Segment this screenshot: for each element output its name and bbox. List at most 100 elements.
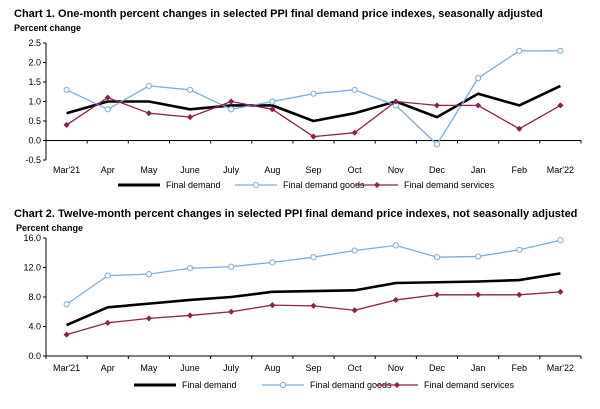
chart-2-final-demand-goods-point: [310, 254, 317, 261]
chart-2-final-demand-line: [66, 272, 561, 327]
chart-2-legend-final-demand-services-marker: [393, 381, 401, 389]
chart-2-final-demand-services-line: [66, 291, 561, 336]
chart-2-final-demand-services-point: [228, 308, 235, 315]
chart-1: Chart 1. One-month percent changes in se…: [14, 8, 582, 190]
chart-2-final-demand-goods-point: [475, 253, 482, 260]
chart-1-final-demand-goods-point: [145, 82, 152, 90]
chart-2-final-demand-goods-point: [145, 271, 152, 278]
chart-1-final-demand-goods-point: [557, 47, 564, 54]
chart-2-final-demand-goods-point: [186, 265, 194, 272]
chart-1-final-demand-services-point: [186, 113, 194, 121]
chart-2-final-demand-services-point: [269, 301, 276, 309]
chart-2-final-demand-goods-point: [63, 301, 70, 308]
chart-1-final-demand-services-point: [351, 129, 358, 136]
chart-2-x-tick-label: Oct: [348, 363, 363, 373]
chart-1-legend-final-demand-goods-label: Final demand goods: [283, 180, 365, 190]
chart-1-final-demand-services-point: [228, 98, 235, 105]
chart-1-axes: -0.5 0.0 0.5 1.0 1.5 2.0 2.5 Mar'21 Apr May June Ju…: [25, 38, 582, 175]
chart-2-x-tick-label: Aug: [264, 363, 280, 373]
chart-1-final-demand-services-point: [269, 106, 276, 113]
chart-2-final-demand-goods-point: [269, 259, 276, 266]
chart-2-final-demand-services-point: [433, 291, 441, 298]
chart-1-y-tick-label: 2.5: [28, 38, 41, 48]
chart-2-final-demand-services-point: [310, 302, 317, 310]
chart-2-final-demand-services-point: [474, 291, 482, 298]
chart-2-y-tick-label: 8.0: [28, 292, 41, 302]
chart-2-legend: Final demand Final demand goods Final dema…: [134, 380, 515, 390]
chart-1-final-demand-goods-line: [66, 50, 561, 146]
chart-2-x-tick-label: Jan: [471, 363, 486, 373]
chart-1-final-demand-goods-point: [475, 75, 482, 82]
chart-2-final-demand-services-point: [392, 296, 399, 304]
chart-1-final-demand-goods-point: [104, 106, 111, 113]
chart-1-final-demand-services-line: [66, 96, 561, 138]
chart-2-final-demand-services-point: [145, 315, 153, 322]
chart-1-final-demand-services-point: [392, 98, 399, 105]
chart-2-legend-final-demand-label: Final demand: [182, 380, 237, 390]
chart-1-x-tick-label: July: [223, 165, 240, 175]
chart-2-final-demand-goods-point: [516, 246, 523, 253]
chart-1-legend-final-demand-services-marker: [373, 181, 381, 189]
chart-2: Chart 2. Twelve-month percent changes in…: [14, 208, 582, 390]
chart-2-final-demand-goods-point: [228, 263, 235, 270]
chart-2-legend-final-demand-goods-marker: [279, 381, 287, 389]
chart-1-title: Chart 1. One-month percent changes in se…: [14, 8, 543, 20]
chart-2-y-tick-label: 4.0: [28, 322, 41, 332]
chart-1-final-demand-goods-point: [186, 86, 194, 93]
chart-1-y-tick-label: 0.5: [28, 116, 41, 126]
chart-2-ylabel: Percent change: [16, 223, 83, 233]
chart-1-final-demand-services-point: [433, 102, 441, 109]
chart-2-x-tick-label: Dec: [429, 363, 446, 373]
chart-2-y-tick-label: 16.0: [23, 233, 41, 243]
chart-1-x-tick-label: Apr: [101, 165, 115, 175]
chart-2-final-demand-goods-point: [392, 242, 399, 249]
chart-2-axes: 0.0 4.0 8.0 12.0 16.0 Mar'21 Apr May June July Aug…: [23, 233, 582, 373]
chart-2-final-demand-services-point: [516, 291, 523, 298]
chart-1-x-tick-label: Aug: [264, 165, 280, 175]
chart-2-final-demand-goods-point: [557, 237, 564, 244]
chart-2-lines: [63, 237, 564, 338]
chart-1-ylabel: Percent change: [14, 23, 81, 33]
chart-2-final-demand-services-point: [351, 307, 358, 314]
chart-1-legend-final-demand-goods-marker: [252, 181, 260, 189]
chart-2-x-tick-label: Feb: [512, 363, 528, 373]
chart-2-final-demand-goods-point: [351, 247, 358, 254]
chart-1-y-tick-label: 1.5: [28, 77, 41, 87]
chart-1-final-demand-services-point: [557, 102, 564, 109]
chart-1-x-tick-label: Feb: [512, 165, 528, 175]
chart-2-x-tick-label: May: [140, 363, 158, 373]
chart-2-legend-final-demand-services-label: Final demand services: [424, 380, 515, 390]
chart-1-y-tick-label: 2.0: [28, 58, 41, 68]
chart-2-legend-final-demand-goods-label: Final demand goods: [310, 380, 392, 390]
chart-2-final-demand-goods-point: [433, 254, 441, 261]
chart-1-final-demand-services-point: [474, 102, 482, 109]
chart-1-x-tick-label: Mar'22: [547, 165, 574, 175]
chart-1-x-tick-label: Oct: [348, 165, 363, 175]
chart-1-x-tick-label: June: [180, 165, 200, 175]
chart-1-legend: Final demand Final demand goods Final dema…: [118, 180, 495, 190]
chart-1-final-demand-services-point: [63, 121, 70, 129]
chart-1-final-demand-goods-point: [63, 86, 70, 93]
chart-1-final-demand-goods-point: [310, 90, 317, 97]
chart-1-x-tick-label: May: [140, 165, 158, 175]
chart-2-final-demand-goods-point: [104, 272, 111, 279]
chart-1-legend-final-demand-services-label: Final demand services: [404, 180, 495, 190]
chart-1-legend-final-demand-label: Final demand: [166, 180, 221, 190]
chart-1-x-tick-label: Mar'21: [53, 165, 80, 175]
chart-2-x-tick-label: July: [223, 363, 240, 373]
chart-1-final-demand-services-point: [516, 125, 523, 132]
chart-1-final-demand-goods-point: [433, 141, 441, 148]
chart-2-x-tick-label: June: [180, 363, 200, 373]
chart-1-final-demand-line: [66, 84, 561, 123]
chart-1-x-tick-label: Sep: [305, 165, 321, 175]
chart-1-final-demand-services-point: [145, 110, 153, 117]
chart-2-x-tick-label: Mar'21: [53, 363, 80, 373]
chart-1-final-demand-services-point: [310, 133, 317, 140]
chart-2-final-demand-services-point: [63, 331, 70, 338]
chart-1-y-tick-label: 0.0: [28, 136, 41, 146]
chart-1-x-tick-label: Dec: [429, 165, 446, 175]
chart-2-y-tick-label: 0.0: [28, 351, 41, 361]
chart-1-y-tick-label: -0.5: [25, 155, 41, 165]
chart-1-x-tick-label: Jan: [471, 165, 486, 175]
